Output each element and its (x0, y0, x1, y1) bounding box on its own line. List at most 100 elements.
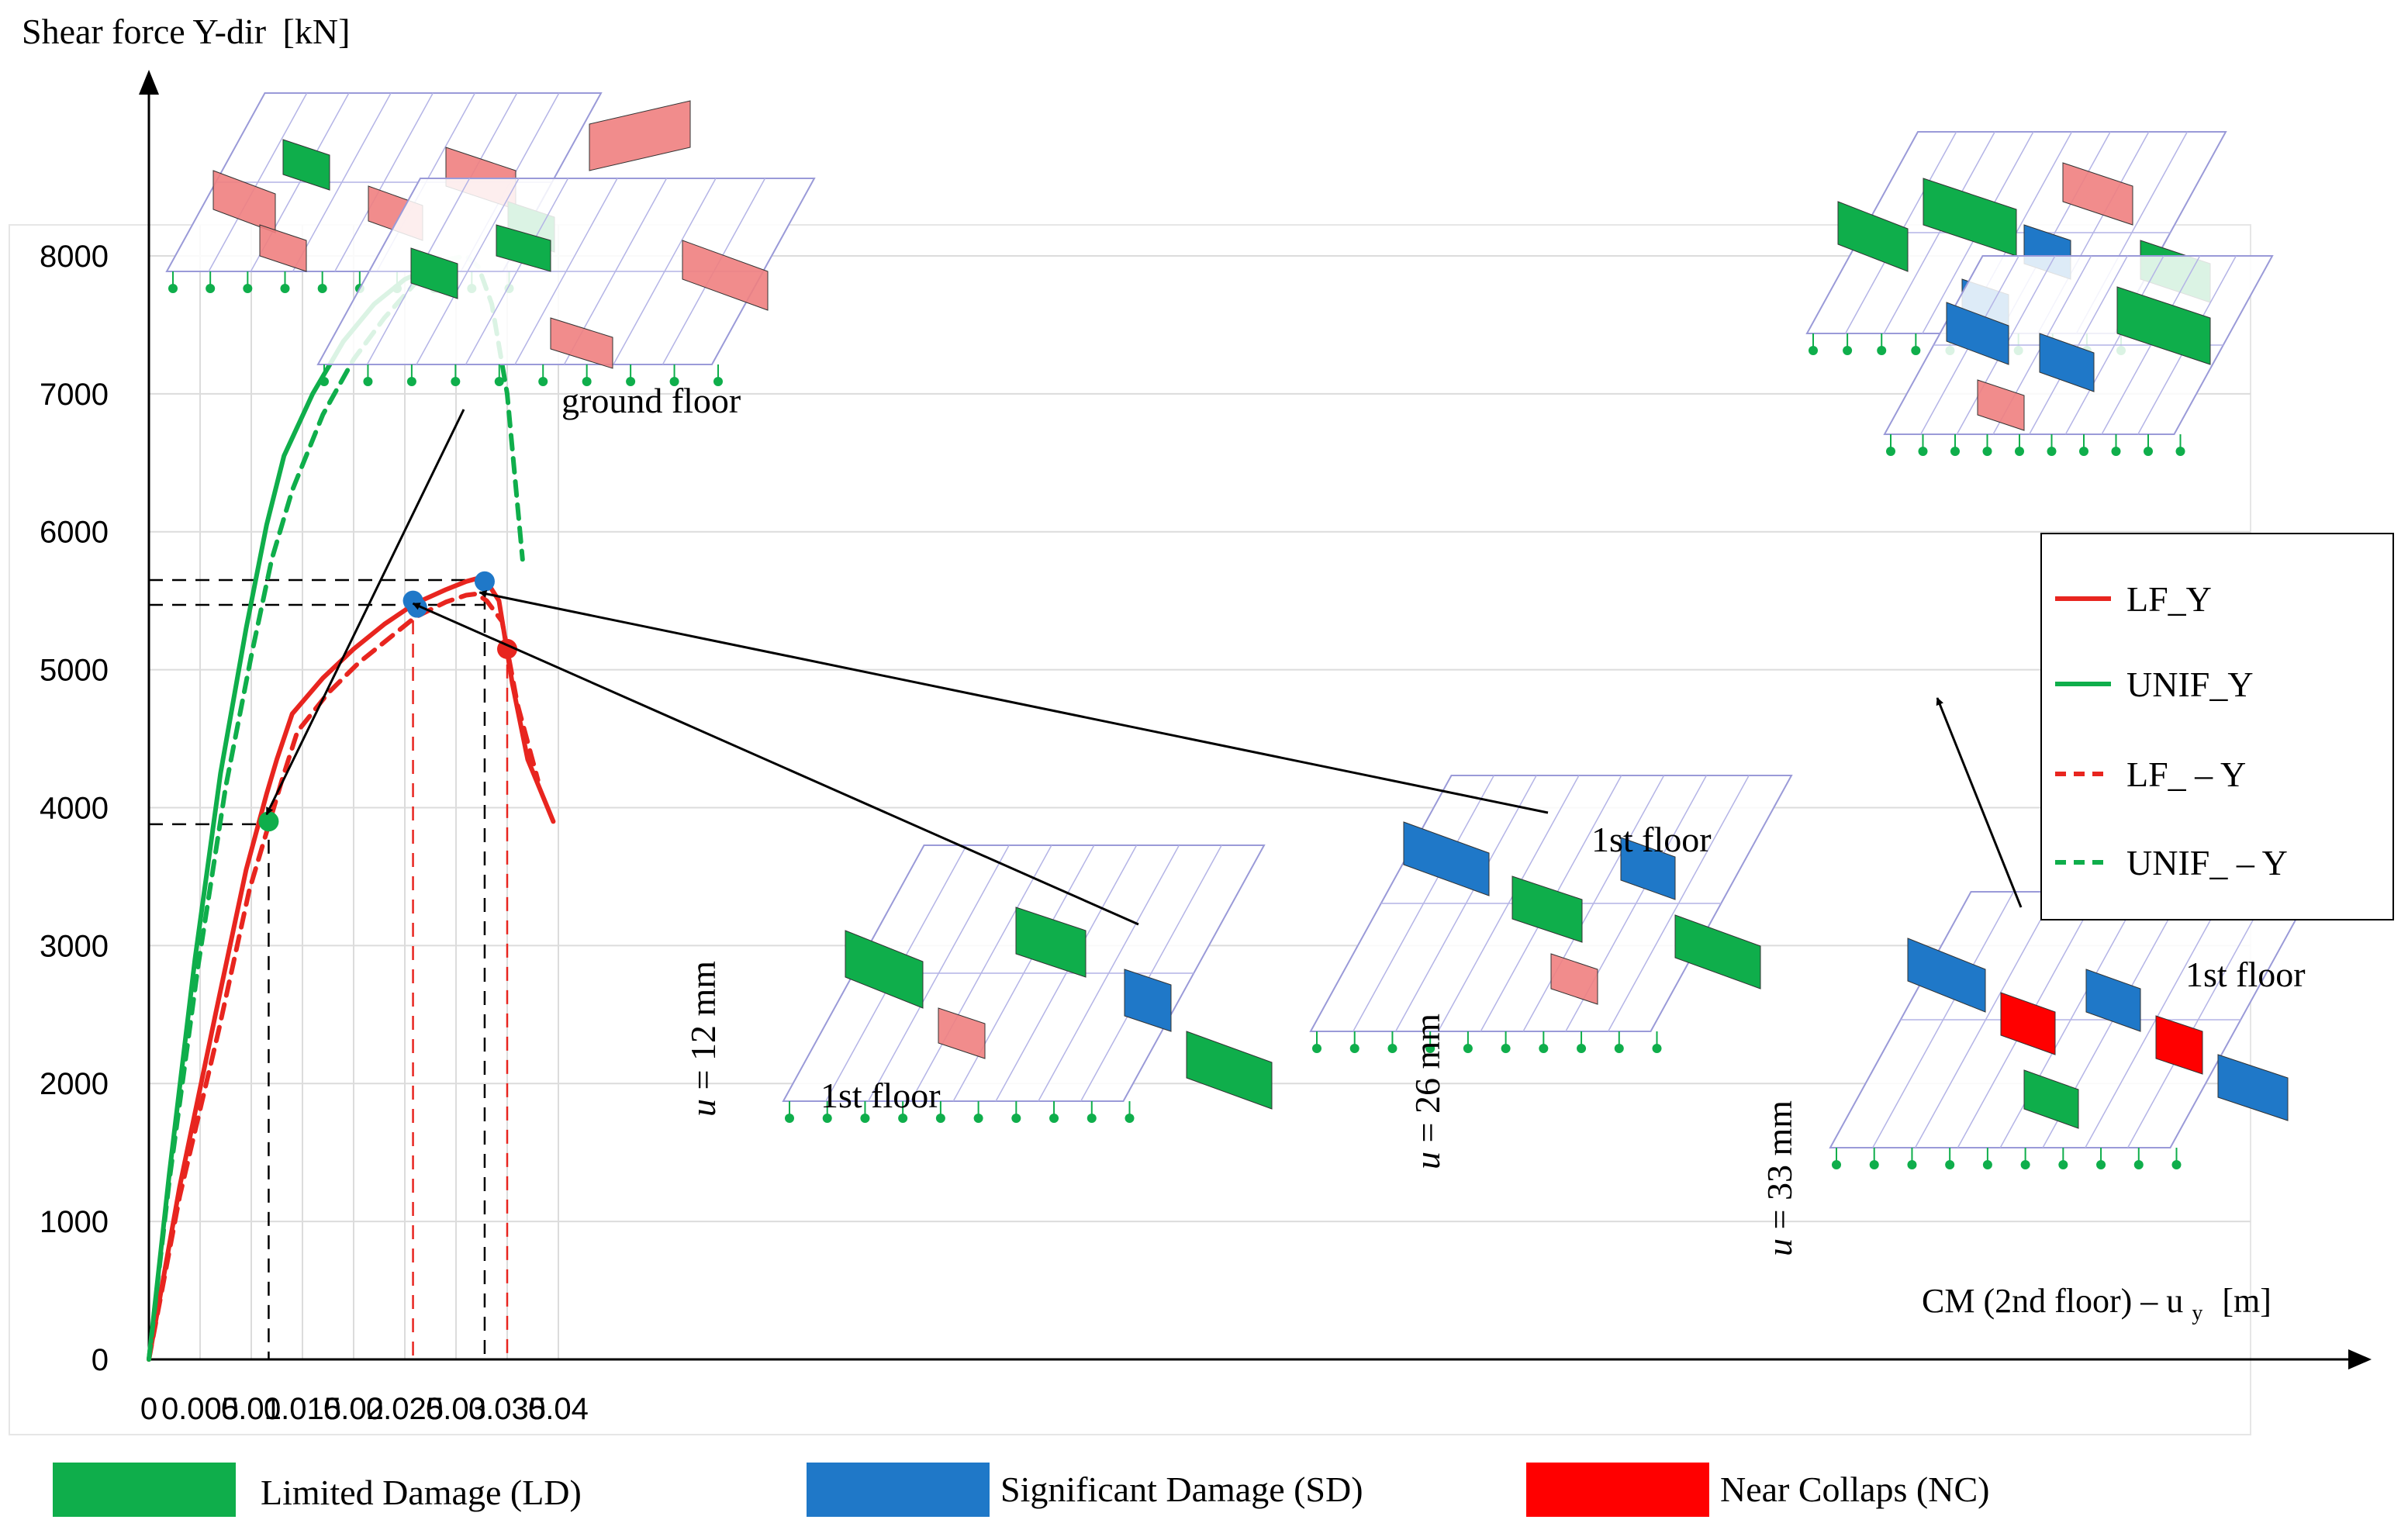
inset-column-node (320, 377, 329, 386)
inset-wall (2217, 1054, 2289, 1121)
inset-wall (259, 224, 307, 272)
inset-column-node (582, 377, 592, 386)
inset-column-node (1809, 346, 1818, 355)
inset-column-node (1463, 1044, 1473, 1053)
displacement-symbol: u (1760, 1238, 1799, 1256)
inset-column-node (2047, 447, 2057, 456)
legend-label-unif-y: UNIF_Y (2126, 665, 2254, 704)
displacement-label: u = 26 mm (1408, 1014, 1447, 1169)
y-tick-label: 5000 (40, 654, 109, 688)
inset-column-node (1982, 1160, 1992, 1169)
inset-column-node (860, 1114, 870, 1123)
inset-wall (1907, 938, 1986, 1013)
y-tick-label: 4000 (40, 791, 109, 825)
x-tick-label: 0.015 (264, 1392, 341, 1426)
inset-column-node (1832, 1160, 1841, 1169)
floor-label: 1st floor (1591, 820, 1712, 859)
inset-wall (1977, 379, 2025, 431)
inset-wall (1837, 201, 1909, 272)
displacement-value: = 26 mm (1408, 1014, 1447, 1152)
inset-wall (589, 100, 691, 171)
inset-1st-floor-a (782, 844, 1273, 1123)
performance-markers (258, 571, 517, 832)
inset-wall (2116, 286, 2211, 365)
inset-column-node (1425, 1044, 1435, 1053)
displacement-label: u = 12 mm (683, 961, 723, 1117)
inset-1st-floor-c (1829, 891, 2313, 1169)
inset-column-node (1886, 447, 1895, 456)
floor-label: ground floor (561, 381, 741, 420)
inset-wall (2062, 162, 2133, 226)
y-tick-label: 7000 (40, 378, 109, 412)
inset-column-node (669, 377, 679, 386)
x-axis-label: CM (2nd floor) – u y [m] (1922, 1282, 2272, 1328)
inset-column-node (2096, 1160, 2106, 1169)
inset-column-node (280, 284, 290, 293)
inset-ground-floor-b (316, 100, 816, 386)
inset-wall (410, 247, 458, 299)
inset-column-node (168, 284, 178, 293)
x-tick-label: 0.04 (528, 1392, 589, 1426)
floor-label: 1st floor (2185, 955, 2306, 994)
inset-wall (938, 1007, 986, 1059)
inset-wall (1946, 302, 2009, 365)
damage-swatch-ld (53, 1463, 236, 1517)
inset-wall (682, 240, 769, 311)
inset-column-node (2058, 1160, 2068, 1169)
y-axis-label: Shear force Y-dir [kN] (22, 12, 350, 51)
damage-label-sd: Significant Damage (SD) (1000, 1470, 1363, 1509)
inset-column-node (1907, 1160, 1917, 1169)
inset-column-node (1869, 1160, 1879, 1169)
inset-column-node (1843, 346, 1853, 355)
inset-column-node (898, 1114, 908, 1123)
inset-wall (2085, 969, 2141, 1032)
x-tick-label: 0.005 (161, 1392, 239, 1426)
inset-wall (2039, 333, 2095, 392)
damage-label-ld: Limited Damage (LD) (261, 1473, 582, 1512)
inset-wall (1124, 969, 1172, 1032)
inset-column-node (1577, 1044, 1587, 1053)
inset-wall (1620, 837, 1676, 900)
inset-column-node (1049, 1114, 1059, 1123)
inset-column-node (1312, 1044, 1321, 1053)
inset-wall (2155, 1015, 2203, 1075)
x-tick-label: 0.01 (221, 1392, 282, 1426)
inset-column-node (1125, 1114, 1135, 1123)
inset-column-node (1918, 447, 1928, 456)
legend-label-lf-y: LF_Y (2126, 579, 2212, 619)
inset-column-node (317, 284, 327, 293)
inset-column-node (363, 377, 373, 386)
y-tick-label: 3000 (40, 929, 109, 963)
y-tick-label: 2000 (40, 1067, 109, 1101)
inset-column-node (1982, 447, 1992, 456)
y-tick-label: 1000 (40, 1205, 109, 1239)
displacement-value: = 12 mm (683, 961, 723, 1099)
inset-column-node (1087, 1114, 1097, 1123)
inset-column-node (2020, 1160, 2030, 1169)
inset-wall (1015, 907, 1087, 978)
inset-column-node (935, 1114, 945, 1123)
performance-point (258, 811, 279, 832)
x-tick-label: 0.02 (323, 1392, 384, 1426)
inset-column-node (494, 377, 504, 386)
legend-label-unif-neg-y: UNIF_ – Y (2126, 843, 2288, 882)
series-line (147, 591, 541, 1362)
callout-arrow (1936, 697, 2023, 908)
inset-wall (1674, 914, 1761, 989)
damage-swatch-nc (1526, 1463, 1709, 1517)
inset-wall (2023, 1069, 2079, 1129)
x-axis-arrow (2348, 1349, 2372, 1369)
inset-column-node (1877, 346, 1887, 355)
displacement-label: u = 33 mm (1760, 1100, 1799, 1256)
inset-wall (1550, 953, 1598, 1005)
series-line (147, 575, 556, 1362)
inset-column-node (1945, 1160, 1955, 1169)
inset-column-node (822, 1114, 832, 1123)
inset-wall (1186, 1031, 1273, 1110)
inset-column-node (2175, 447, 2185, 456)
annotations: ground floor 1st floor 1st floor 1st floor u… (265, 381, 2306, 1256)
grid-lines (9, 224, 2251, 1435)
building-insets (165, 92, 2313, 1169)
inset-column-node (2171, 1160, 2182, 1169)
